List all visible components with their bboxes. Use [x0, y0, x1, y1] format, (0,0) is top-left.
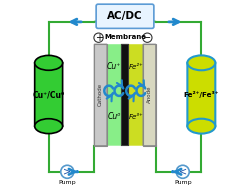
Text: Fe²⁺/Fe³⁺: Fe²⁺/Fe³⁺ [184, 91, 219, 98]
Text: Cu⁰: Cu⁰ [108, 112, 121, 121]
Text: Cu⁺: Cu⁺ [107, 62, 121, 71]
Circle shape [143, 33, 152, 42]
FancyBboxPatch shape [121, 44, 129, 146]
Circle shape [61, 165, 74, 178]
FancyBboxPatch shape [188, 63, 215, 126]
Ellipse shape [35, 119, 62, 134]
Text: Fe³⁺: Fe³⁺ [128, 114, 143, 120]
FancyBboxPatch shape [107, 44, 121, 146]
Text: <: < [179, 167, 187, 177]
Text: Cathode: Cathode [98, 83, 103, 106]
Text: Fe²⁺: Fe²⁺ [128, 64, 143, 70]
FancyBboxPatch shape [35, 63, 62, 126]
Text: Cu⁺/Cu⁰: Cu⁺/Cu⁰ [32, 90, 65, 99]
FancyBboxPatch shape [129, 44, 143, 146]
Circle shape [176, 165, 189, 178]
Text: +: + [94, 33, 102, 43]
Text: Anode: Anode [147, 86, 152, 103]
FancyBboxPatch shape [94, 44, 107, 146]
Text: −: − [143, 33, 152, 43]
FancyBboxPatch shape [96, 4, 154, 28]
Text: Pump: Pump [58, 180, 76, 184]
Text: Pump: Pump [174, 180, 192, 184]
Bar [94, 44, 107, 146]
Text: Membrane: Membrane [104, 34, 146, 40]
Ellipse shape [188, 119, 215, 134]
Bar [143, 44, 156, 146]
Ellipse shape [35, 55, 62, 70]
Text: >: > [63, 167, 71, 177]
Circle shape [94, 33, 103, 42]
Ellipse shape [188, 55, 215, 70]
Text: AC/DC: AC/DC [107, 11, 143, 21]
FancyBboxPatch shape [143, 44, 156, 146]
